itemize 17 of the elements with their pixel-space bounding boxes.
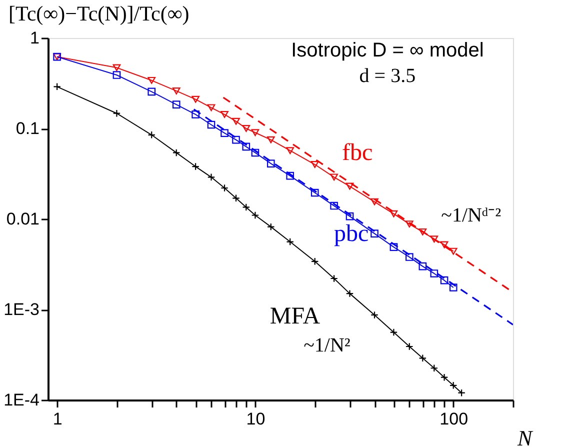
x-tick-label: 100 xyxy=(440,410,468,428)
x-axis-title: N xyxy=(516,426,534,447)
series-label: pbc xyxy=(334,220,369,247)
y-axis-title: [Tc(∞)−Tc(N)]/Tc(∞) xyxy=(8,2,190,26)
y-tick-label: 0.1 xyxy=(16,119,40,138)
series-label: fbc xyxy=(342,140,373,166)
x-tick-label: 10 xyxy=(246,410,266,428)
annotation: Isotropic D = ∞ model xyxy=(291,40,484,62)
series-label: MFA xyxy=(270,303,321,330)
annotation: d = 3.5 xyxy=(359,65,416,88)
annotation: ~1/N² xyxy=(304,334,350,357)
y-tick-label: 0.01 xyxy=(6,210,40,228)
y-tick-label: 1E-3 xyxy=(4,300,40,319)
y-tick-label: 1 xyxy=(30,28,40,48)
y-tick-label: 1E-4 xyxy=(4,390,40,410)
annotation: ~1/Nᵈ⁻² xyxy=(441,204,502,226)
x-tick-label: 1 xyxy=(52,410,62,428)
